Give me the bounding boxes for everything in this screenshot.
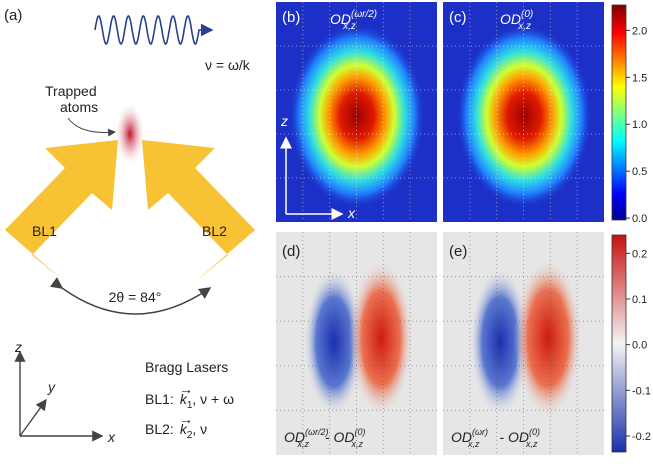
colorbar bbox=[611, 4, 627, 221]
panel-label: (a) bbox=[4, 7, 22, 24]
colorbar-tick-label: 0.0 bbox=[632, 213, 647, 225]
axis-label: x bbox=[107, 429, 116, 445]
grid bbox=[276, 232, 437, 455]
beam-bl2 bbox=[142, 140, 255, 282]
axis-label: z bbox=[14, 339, 22, 355]
colorbar-tick-label: 0.5 bbox=[632, 166, 647, 178]
panel-title: OD(ωr/2) x,z bbox=[330, 9, 377, 32]
colorbar-tick-label: -0.2 bbox=[632, 431, 651, 443]
colorbar-tick-label: 1.0 bbox=[632, 119, 647, 131]
panel-title: OD(ωr) x,z - OD(0) x,z bbox=[451, 427, 540, 449]
panel-c: (c) OD(0) x,z bbox=[443, 2, 604, 222]
colorbar-tick-label: -0.1 bbox=[632, 385, 651, 397]
panel-b: (b) OD(ωr/2) x,z z x bbox=[276, 2, 437, 222]
atoms-label: atoms bbox=[60, 99, 98, 115]
panel-title: OD(ωr/2) x,z - OD(0) x,z bbox=[284, 427, 365, 449]
axis-y bbox=[19, 398, 47, 437]
panel-e: (e) OD(ωr) x,z - OD(0) x,z bbox=[443, 232, 604, 455]
panel-a: (a) ν = ω/k Trapped atoms BL1 BL2 2θ = 8… bbox=[4, 7, 255, 445]
blob bbox=[349, 260, 413, 416]
axis-label: y bbox=[47, 379, 56, 395]
panel-d: (d) OD(ωr/2) x,z - OD(0) x,z bbox=[276, 232, 437, 455]
panel-label: (d) bbox=[282, 243, 300, 260]
colorbar-tick-label: 0.2 bbox=[632, 248, 647, 260]
grid bbox=[443, 2, 604, 222]
blob bbox=[514, 258, 582, 418]
blob bbox=[304, 268, 364, 416]
vector-arrow: → bbox=[179, 411, 193, 427]
colorbar bbox=[611, 234, 627, 453]
grid bbox=[443, 232, 604, 455]
colorbar-tick-label: 2.0 bbox=[632, 25, 647, 37]
panel-label: (e) bbox=[449, 243, 467, 260]
blob bbox=[470, 268, 530, 416]
vector-arrow: → bbox=[179, 381, 193, 397]
axis-label: z bbox=[280, 113, 288, 129]
panel-title: OD(0) x,z bbox=[500, 9, 533, 32]
angle-label: 2θ = 84° bbox=[109, 289, 162, 305]
grid bbox=[276, 2, 437, 222]
wave-label: ν = ω/k bbox=[205, 57, 251, 73]
colorbar-tick-label: 1.5 bbox=[632, 72, 647, 84]
panel-label: (b) bbox=[282, 9, 300, 26]
colorbar-tick-label: 0.0 bbox=[632, 340, 647, 352]
angle-arrow bbox=[49, 277, 212, 315]
legend-row: BL1: k1, ν + ω bbox=[145, 391, 234, 411]
wave bbox=[94, 15, 214, 45]
atom-cloud bbox=[116, 104, 144, 164]
atoms-label: Trapped bbox=[45, 83, 97, 99]
beam-label: BL2 bbox=[202, 223, 227, 239]
legend-row: BL2: k2, ν bbox=[145, 421, 207, 441]
pointer bbox=[67, 117, 116, 137]
beam-label: BL1 bbox=[32, 223, 57, 239]
blob bbox=[456, 24, 592, 208]
legend-title: Bragg Lasers bbox=[145, 359, 228, 375]
blob bbox=[289, 24, 425, 208]
beam-bl1 bbox=[5, 140, 118, 282]
panel-label: (c) bbox=[449, 9, 467, 26]
colorbar-tick-label: 0.1 bbox=[632, 294, 647, 306]
axis-label: x bbox=[347, 205, 356, 221]
